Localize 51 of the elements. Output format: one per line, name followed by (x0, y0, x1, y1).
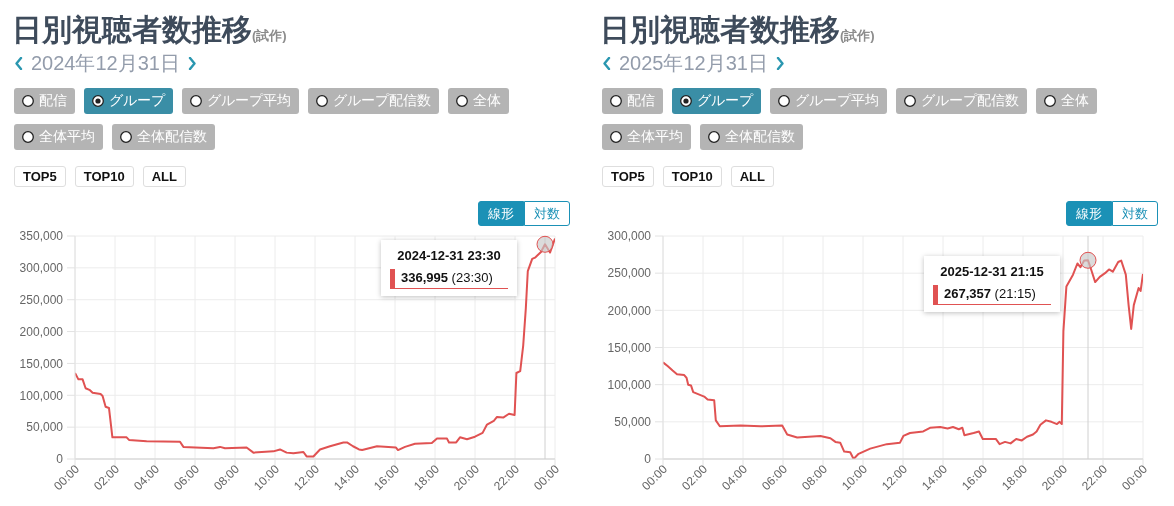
y-tick-label: 200,000 (607, 303, 652, 318)
annotation: 2025-12-31 21:15 (939, 263, 1045, 282)
scale-toggle-button: 線形 (1066, 201, 1112, 226)
y-tick-label: 250,000 (19, 292, 64, 307)
radio-option-button: グループ平均 (182, 88, 299, 114)
annotation: 267,357 (21:15) (944, 285, 1036, 304)
filter-button: TOP5 (14, 166, 66, 187)
chart-title: 日別視聴者数推移 (600, 13, 840, 46)
chart-subtitle: 2024年12月31日 (31, 51, 180, 75)
y-tick-label: 250,000 (607, 266, 652, 281)
radio-option-button: 配信 (14, 88, 75, 114)
y-tick-label: 0 (644, 452, 652, 467)
filter-button: TOP10 (662, 166, 722, 187)
chart-title: 日別視聴者数推移 (12, 13, 252, 46)
filter-button: ALL (142, 166, 186, 187)
y-tick-label: 0 (56, 452, 64, 467)
radio-option-button: 全体 (1036, 88, 1097, 114)
text: (試作) (840, 28, 875, 43)
tooltip: 2024-12-31 23:30 336,995 (23:30) (381, 240, 517, 297)
radio-option-button: グループ (84, 88, 173, 114)
radio-option-button: グループ平均 (770, 88, 887, 114)
y-tick-label: 50,000 (614, 415, 652, 430)
radio-option-button: グループ (672, 88, 761, 114)
text: (試作) (252, 28, 287, 43)
radio-option-button: 全体配信数 (112, 124, 215, 150)
annotation: 336,995 (23:30) (401, 269, 493, 288)
y-tick-label: 150,000 (607, 340, 652, 355)
scale-toggle-button: 対数 (524, 201, 570, 226)
radio-option-button: 全体平均 (602, 124, 691, 150)
y-tick-label: 100,000 (607, 377, 652, 392)
tooltip: 2025-12-31 21:15 267,357 (21:15) (924, 256, 1060, 313)
radio-option-button: グループ配信数 (308, 88, 439, 114)
scale-toggle-button: 対数 (1112, 201, 1158, 226)
annotation: 2024-12-31 23:30 (396, 247, 502, 266)
radio-option-button: 全体 (448, 88, 509, 114)
filter-button: TOP10 (74, 166, 134, 187)
radio-option-button: 配信 (602, 88, 663, 114)
y-tick-label: 350,000 (19, 229, 64, 244)
radio-option-button: グループ配信数 (896, 88, 1027, 114)
chart-subtitle: 2025年12月31日 (619, 51, 768, 75)
y-tick-label: 100,000 (19, 388, 64, 403)
radio-option-button: 全体配信数 (700, 124, 803, 150)
y-tick-label: 200,000 (19, 324, 64, 339)
filter-button: TOP5 (602, 166, 654, 187)
y-tick-label: 300,000 (607, 229, 652, 244)
y-tick-label: 50,000 (26, 420, 64, 435)
radio-option-button: 全体平均 (14, 124, 103, 150)
filter-button: ALL (730, 166, 774, 187)
scale-toggle-button: 線形 (478, 201, 524, 226)
y-tick-label: 300,000 (19, 261, 64, 276)
y-tick-label: 150,000 (19, 356, 64, 371)
